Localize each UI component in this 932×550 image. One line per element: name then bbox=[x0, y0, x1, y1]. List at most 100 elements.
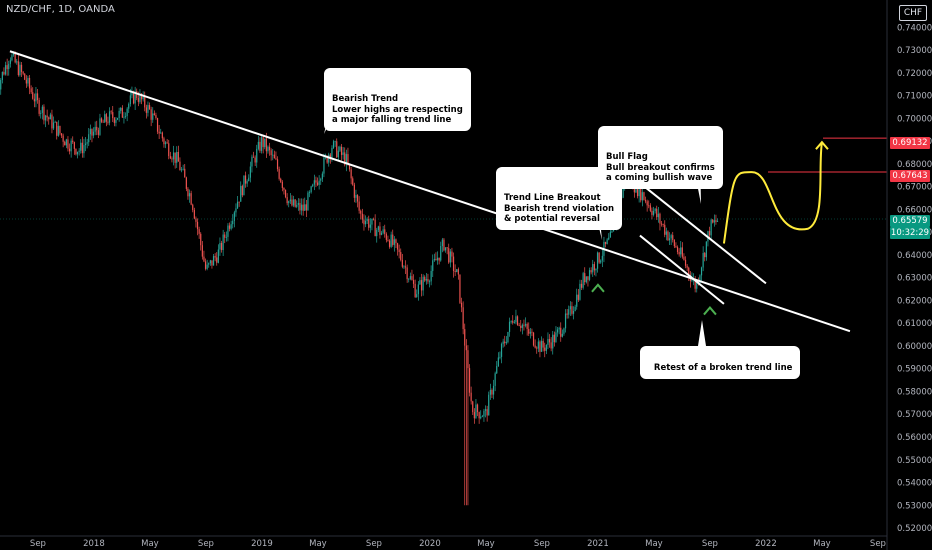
candle-body bbox=[339, 146, 341, 151]
candle-body bbox=[246, 181, 248, 184]
candle-body bbox=[268, 146, 271, 151]
candle-body bbox=[8, 63, 10, 70]
candle-body bbox=[40, 112, 42, 114]
candle-body bbox=[404, 266, 407, 268]
candle-body bbox=[401, 259, 403, 267]
candle-body bbox=[188, 193, 191, 197]
symbol-label[interactable]: NZD/CHF, 1D, OANDA bbox=[6, 4, 115, 15]
candle-body bbox=[643, 192, 645, 201]
candle-body bbox=[60, 133, 63, 136]
target2-price-tag: 0.69132 bbox=[890, 137, 930, 149]
annotation-bearish-trend: Bearish Trend Lower highs are respecting … bbox=[324, 68, 471, 131]
candle-body bbox=[299, 202, 301, 211]
candle-body bbox=[419, 280, 421, 285]
candle-body bbox=[366, 219, 368, 221]
candle-body bbox=[488, 394, 490, 416]
candle-body bbox=[464, 329, 466, 346]
candle-body bbox=[107, 121, 109, 123]
candle-body bbox=[288, 201, 290, 204]
candle-body bbox=[420, 280, 423, 291]
candle-body bbox=[153, 113, 155, 116]
candle-body bbox=[659, 213, 661, 224]
x-tick-label: May bbox=[141, 539, 159, 549]
caret-up-marker bbox=[591, 283, 605, 293]
candle-body bbox=[641, 192, 643, 201]
candle-body bbox=[108, 111, 111, 123]
candle-body bbox=[88, 134, 90, 143]
x-tick-label: Sep bbox=[870, 539, 886, 549]
candle-body bbox=[54, 121, 56, 123]
candle-body bbox=[609, 231, 611, 238]
annotation-title: Bull Flag bbox=[606, 152, 648, 162]
candle-body bbox=[708, 231, 711, 236]
candle-body bbox=[584, 273, 586, 283]
y-tick-label: 0.74000 bbox=[897, 23, 932, 33]
candle-body bbox=[596, 252, 599, 269]
candle-body bbox=[27, 77, 29, 84]
candle-body bbox=[249, 166, 251, 178]
candle-body bbox=[638, 183, 640, 197]
candle-body bbox=[528, 328, 530, 334]
candle-body bbox=[227, 225, 229, 237]
candle-body bbox=[580, 283, 583, 288]
candle-body bbox=[694, 278, 696, 289]
candle-body bbox=[555, 332, 557, 343]
x-tick-label: Sep bbox=[366, 539, 382, 549]
x-axis: Sep 2018 May Sep 2019 May Sep 2020 May Sep 2021 May… bbox=[0, 535, 887, 549]
candle-body bbox=[462, 307, 464, 330]
candle-body bbox=[457, 269, 459, 275]
candle-body bbox=[286, 197, 288, 204]
candle-body bbox=[460, 302, 463, 308]
candle-body bbox=[363, 219, 365, 225]
candle-body bbox=[273, 154, 275, 159]
x-tick-label: Sep bbox=[198, 539, 214, 549]
candle-body bbox=[12, 52, 15, 56]
candle-body bbox=[446, 247, 448, 249]
candles bbox=[0, 51, 719, 506]
candle-body bbox=[515, 316, 517, 323]
currency-badge[interactable]: CHF bbox=[899, 5, 927, 21]
candle-body bbox=[209, 260, 211, 264]
candle-body bbox=[652, 211, 655, 215]
candle-body bbox=[600, 260, 602, 263]
candle-body bbox=[235, 208, 237, 213]
candle-body bbox=[476, 404, 479, 413]
candle-body bbox=[564, 313, 567, 329]
candle-body bbox=[44, 115, 47, 121]
candle-body bbox=[164, 142, 167, 145]
candle-body bbox=[262, 137, 264, 148]
candle-body bbox=[524, 323, 527, 326]
candle-body bbox=[499, 356, 501, 358]
current-price-tag: 0.65579 bbox=[890, 215, 930, 227]
x-tick-label: May bbox=[309, 539, 327, 549]
candle-body bbox=[150, 109, 152, 120]
candle-body bbox=[204, 261, 207, 269]
candle-body bbox=[99, 118, 101, 135]
candle-body bbox=[195, 218, 197, 222]
candle-body bbox=[148, 105, 151, 110]
candle-body bbox=[516, 316, 519, 326]
candle-body bbox=[512, 320, 514, 323]
candle-body bbox=[329, 154, 331, 158]
candle-body bbox=[211, 260, 213, 266]
candle-body bbox=[436, 257, 439, 261]
candle-body bbox=[686, 265, 688, 268]
candle-body bbox=[441, 239, 443, 247]
candle-body bbox=[28, 77, 31, 89]
candle-body bbox=[705, 241, 707, 258]
candle-body bbox=[598, 252, 600, 263]
candle-body bbox=[155, 115, 157, 119]
candle-body bbox=[470, 392, 472, 402]
candle-body bbox=[376, 229, 378, 237]
candle-body bbox=[70, 140, 72, 152]
candle-body bbox=[566, 313, 568, 315]
candle-body bbox=[526, 323, 528, 329]
candle-body bbox=[72, 140, 74, 143]
y-axis-background bbox=[887, 0, 932, 550]
candle-body bbox=[97, 130, 99, 135]
candle-body bbox=[660, 223, 663, 225]
candle-body bbox=[696, 281, 698, 289]
candle-body bbox=[510, 320, 512, 322]
candle-body bbox=[558, 327, 560, 330]
